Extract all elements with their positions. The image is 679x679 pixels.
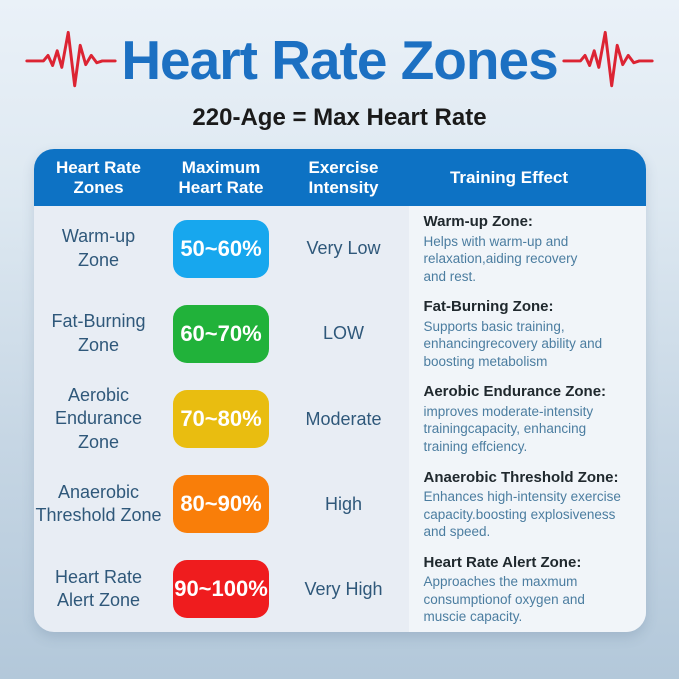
max-hr-badge: 70~80% — [173, 390, 269, 448]
heartbeat-ekg-icon — [25, 30, 117, 88]
exercise-intensity: Very Low — [306, 238, 381, 259]
table-row: Warm-up Zone 50~60% Very Low Warm-up Zon… — [34, 206, 646, 292]
training-effect-cell: Fat-Burning Zone: Supports basic trainin… — [408, 291, 646, 377]
title-row: Heart Rate Zones — [0, 0, 679, 94]
max-hr-badge: 60~70% — [173, 304, 269, 363]
training-effect-cell: Aerobic Endurance Zone: improves moderat… — [408, 376, 646, 462]
heart-rate-zones-table: Heart Rate Zones Maximum Heart Rate Exer… — [33, 149, 646, 632]
max-hr-badge: 80~90% — [173, 475, 269, 534]
max-hr-cell: 60~70% — [164, 304, 279, 363]
table-header-row: Heart Rate Zones Maximum Heart Rate Exer… — [33, 149, 646, 206]
training-effect-description: improves moderate-intensity trainingcapa… — [423, 403, 594, 455]
training-effect-description: Helps with warm-up and relaxation,aiding… — [423, 233, 578, 284]
training-effect-description: Approaches the maxmum consumptionof oxyg… — [423, 574, 585, 625]
exercise-intensity: LOW — [322, 323, 364, 344]
training-effect-title: Heart Rate Alert Zone: — [423, 553, 582, 571]
training-effect-description: Supports basic training, enhancingrecove… — [423, 318, 603, 369]
training-effect-cell: Anaerobic Threshold Zone: Enhances high-… — [408, 461, 646, 547]
table-row: Aerobic Endurance Zone 70~80% Moderate A… — [34, 376, 646, 462]
training-effect-title: Aerobic Endurance Zone: — [423, 383, 607, 401]
table-body: Warm-up Zone 50~60% Very Low Warm-up Zon… — [34, 206, 646, 632]
header-exercise-intensity: Exercise Intensity — [308, 157, 379, 197]
training-effect-title: Anaerobic Threshold Zone: — [423, 468, 619, 486]
table-row: Fat-Burning Zone 60~70% LOW Fat-Burning … — [34, 291, 646, 377]
training-effect-description: Enhances high-intensity exercise capacit… — [423, 489, 621, 540]
zone-name: Heart Rate Alert Zone — [54, 567, 143, 611]
max-heart-rate-formula: 220-Age = Max Heart Rate — [192, 104, 487, 131]
heartbeat-ekg-icon — [562, 30, 654, 88]
zone-name: Anaerobic Threshold Zone — [35, 481, 162, 526]
table-row: Heart Rate Alert Zone 90~100% Very High … — [34, 546, 646, 632]
zone-name: Warm-up Zone — [61, 226, 136, 270]
training-effect-title: Fat-Burning Zone: — [423, 298, 554, 316]
max-hr-cell: 80~90% — [164, 475, 279, 534]
header-heart-rate-zones: Heart Rate Zones — [55, 157, 142, 197]
zone-name: Fat-Burning Zone — [51, 311, 146, 355]
max-hr-badge: 50~60% — [173, 219, 269, 278]
training-effect-cell: Heart Rate Alert Zone: Approaches the ma… — [408, 546, 646, 632]
header-training-effect: Training Effect — [449, 167, 569, 187]
training-effect-title: Warm-up Zone: — [423, 213, 533, 231]
exercise-intensity: High — [324, 493, 363, 514]
exercise-intensity: Very High — [304, 578, 383, 599]
max-hr-cell: 50~60% — [164, 219, 279, 278]
header-maximum-heart-rate: Maximum Heart Rate — [178, 157, 264, 197]
page-title: Heart Rate Zones — [121, 28, 558, 91]
max-hr-cell: 70~80% — [164, 390, 279, 448]
max-hr-badge: 90~100% — [173, 560, 269, 619]
zone-name: Aerobic Endurance Zone — [54, 384, 143, 452]
table-row: Anaerobic Threshold Zone 80~90% High Ana… — [34, 461, 646, 547]
exercise-intensity: Moderate — [305, 408, 382, 429]
training-effect-cell: Warm-up Zone: Helps with warm-up and rel… — [408, 206, 646, 292]
max-hr-cell: 90~100% — [164, 560, 279, 619]
